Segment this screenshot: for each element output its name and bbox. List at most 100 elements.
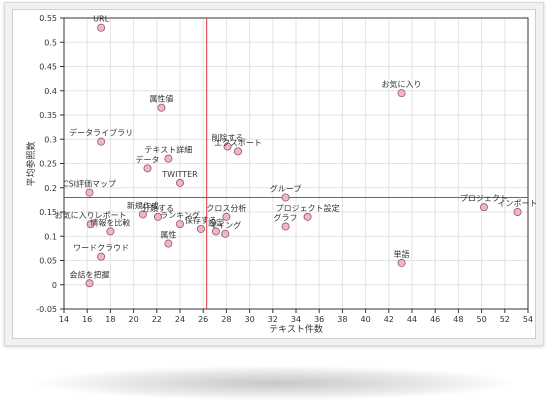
point-labels-layer: URL データライブラリ CSI評価マップお気に入りレポート情報を比較ワードクラウド…	[55, 15, 538, 280]
data-point	[86, 220, 95, 229]
x-tick-label: 52	[500, 315, 510, 324]
data-point-label: CSI評価マップ	[63, 179, 116, 189]
x-tick-label: 28	[221, 315, 231, 324]
x-tick-label: 26	[198, 315, 208, 324]
y-tick-label: 0.35	[39, 111, 57, 120]
x-tick-label: 42	[384, 315, 394, 324]
x-tick-label: 14	[59, 315, 69, 324]
data-point-label: エクスポート	[214, 138, 262, 147]
y-tick-label: 0.4	[44, 87, 57, 96]
points-layer	[85, 23, 522, 288]
data-point	[175, 220, 184, 229]
data-point	[97, 137, 106, 146]
data-point-label: お気に入り	[382, 79, 422, 89]
x-tick-label: 48	[453, 315, 463, 324]
data-point-label: URL	[93, 15, 109, 24]
x-axis-label: テキスト件数	[269, 323, 323, 335]
data-point-label: TWITTER	[161, 170, 198, 179]
y-tick-label: 0.45	[39, 63, 57, 72]
data-point-label: 新規作成	[127, 200, 159, 210]
drop-shadow	[38, 366, 512, 400]
data-point-label: プロジェクト	[460, 194, 508, 203]
x-tick-label: 20	[129, 315, 139, 324]
x-tick-label: 50	[477, 315, 487, 324]
data-point-label: インポート	[498, 199, 538, 208]
y-tick-label: 0	[52, 281, 57, 290]
data-point-label: 設定	[208, 217, 224, 227]
data-point	[106, 227, 115, 236]
data-point-label: お気に入りレポート	[55, 210, 127, 220]
data-point	[233, 147, 242, 156]
data-point	[513, 207, 522, 216]
y-tick-label: 0.05	[39, 257, 57, 266]
data-point	[157, 103, 166, 112]
chart-panel	[12, 9, 536, 339]
data-point	[164, 154, 173, 163]
data-point	[97, 252, 106, 261]
x-tick-label: 38	[337, 315, 347, 324]
x-tick-label: 34	[291, 315, 301, 324]
tick-layer: 14 16 18 20 22 24 26 28 30 32 34 36 38 40 42 44 46 48 50 52…	[36, 14, 533, 324]
y-tick-label: -0.05	[36, 305, 57, 314]
data-point-label: 保存する	[185, 215, 217, 225]
data-point-label: テキスト詳細	[145, 145, 193, 155]
data-point	[97, 23, 106, 32]
data-point	[479, 203, 488, 212]
x-tick-label: 22	[152, 315, 162, 324]
y-tick-label: 0.15	[39, 208, 57, 217]
data-point	[138, 210, 147, 219]
y-tick-label: 0.1	[44, 232, 57, 241]
x-tick-label: 46	[430, 315, 440, 324]
x-tick-label: 24	[175, 315, 185, 324]
data-point	[303, 212, 312, 221]
data-point-label: データ	[136, 154, 160, 164]
data-point	[221, 229, 230, 238]
data-point-label: グループ	[270, 183, 302, 193]
data-point-label: 分類する	[142, 203, 174, 213]
x-tick-label: 54	[523, 315, 533, 324]
x-tick-label: 30	[245, 315, 255, 324]
data-point	[397, 258, 406, 267]
data-point-label: 情報を比較	[90, 217, 130, 227]
chart-frame	[4, 2, 544, 346]
y-axis-label: 平均参照数	[25, 141, 37, 186]
data-point-label: 属性値	[149, 94, 173, 104]
data-point-label: 会話を把握	[70, 269, 110, 279]
data-point	[175, 178, 184, 187]
y-tick-label: 0.5	[44, 38, 57, 47]
x-tick-label: 36	[314, 315, 324, 324]
data-point-label: クロス分析	[206, 203, 246, 213]
data-point-label: ワードクラウド	[73, 244, 129, 253]
x-tick-label: 16	[82, 315, 92, 324]
data-point	[222, 212, 231, 221]
reference-lines	[64, 18, 528, 309]
data-point	[196, 224, 205, 233]
data-point	[281, 222, 290, 231]
data-point	[164, 239, 173, 248]
data-point-label: 単語	[394, 249, 410, 259]
data-point	[85, 279, 94, 288]
data-point	[85, 188, 94, 197]
data-point	[153, 212, 162, 221]
data-point-label: ランキング	[160, 210, 200, 220]
grid-layer	[63, 17, 529, 310]
x-tick-label: 40	[361, 315, 371, 324]
data-point	[211, 227, 220, 236]
data-point-label: データライブラリ	[69, 128, 133, 138]
y-tick-label: 0.3	[44, 135, 57, 144]
data-point	[397, 89, 406, 98]
data-point-label: プロジェクト設定	[276, 203, 340, 213]
data-point-label: 削除する	[212, 133, 244, 143]
data-point	[143, 164, 152, 173]
data-point	[223, 142, 232, 151]
data-point	[281, 193, 290, 202]
y-tick-label: 0.2	[44, 184, 57, 193]
x-tick-label: 18	[105, 315, 115, 324]
data-point-label: 属性	[160, 230, 176, 240]
x-tick-label: 32	[268, 315, 278, 324]
data-point-label: マイング	[209, 220, 241, 230]
y-tick-label: 0.55	[39, 14, 57, 23]
x-tick-label: 44	[407, 315, 417, 324]
y-tick-label: 0.25	[39, 160, 57, 169]
